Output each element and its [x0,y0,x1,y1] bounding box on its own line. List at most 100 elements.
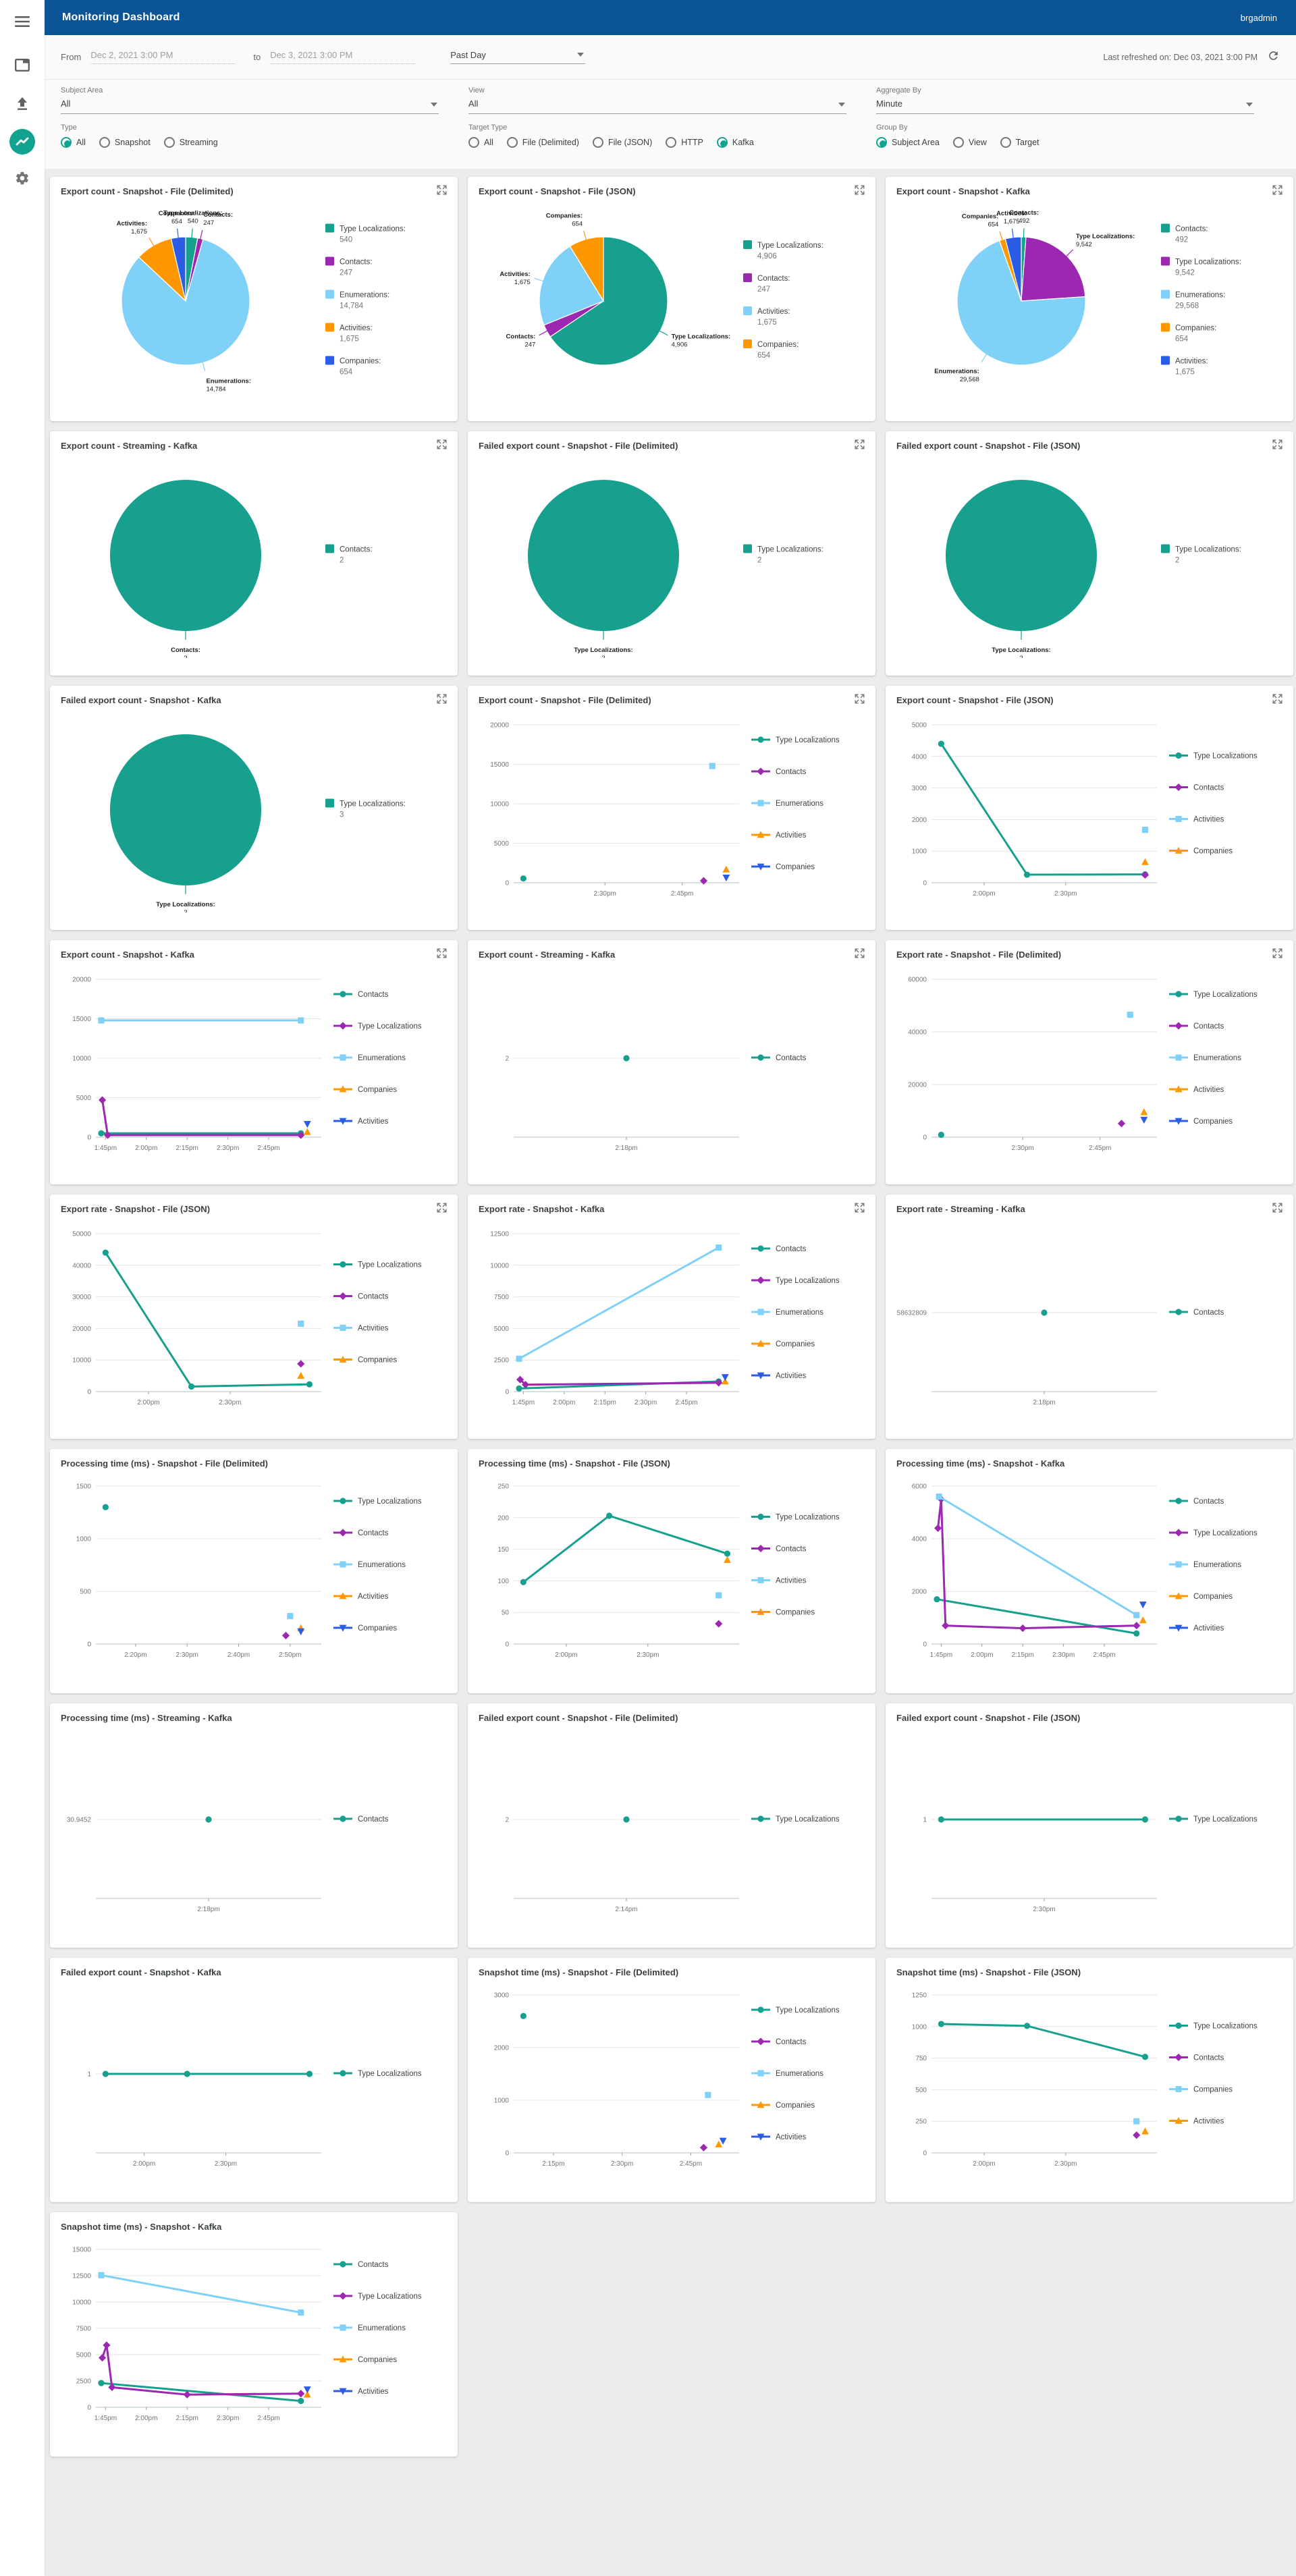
svg-text:2:15pm: 2:15pm [176,1145,198,1152]
radio-view[interactable]: View [952,137,987,148]
from-date-value[interactable]: Dec 2, 2021 3:00 PM [90,50,236,64]
svg-text:0: 0 [505,1641,509,1649]
radio-dot[interactable] [99,137,110,148]
svg-text:Companies: Companies [1193,1118,1233,1126]
radio-dot[interactable] [61,137,72,148]
svg-text:14,784: 14,784 [340,302,364,310]
svg-text:Enumerations: Enumerations [358,2324,406,2332]
radio-all[interactable]: All [468,137,493,148]
svg-text:Type Localizations:: Type Localizations: [340,225,406,234]
radio-dot[interactable] [468,137,479,148]
expand-icon[interactable] [437,1203,447,1216]
aggregate-by-select[interactable]: Aggregate By Minute [876,86,1254,114]
svg-text:Contacts: Contacts [1193,784,1224,792]
radio-snapshot[interactable]: Snapshot [99,137,151,148]
chart-card: Processing time (ms) - Snapshot - File (… [468,1449,875,1693]
svg-text:Companies: Companies [776,2102,815,2110]
chevron-down-icon [1246,103,1253,107]
expand-icon[interactable] [1272,948,1282,962]
expand-icon[interactable] [1272,439,1282,453]
radio-dot[interactable] [1000,137,1011,148]
svg-text:2:30pm: 2:30pm [1054,2160,1077,2168]
line-chart: 0 500 1000 1500 2:20pm 2:30pm 2:40pm 2:50pm Type… [76,1483,422,1660]
svg-text:2:18pm: 2:18pm [1033,1399,1055,1406]
svg-text:20000: 20000 [490,722,509,730]
svg-text:1000: 1000 [912,848,927,856]
expand-icon[interactable] [855,439,865,453]
legend-item: Contacts [1169,783,1224,792]
expand-icon[interactable] [1272,1203,1282,1216]
radio-streaming[interactable]: Streaming [163,137,218,148]
radio-all[interactable]: All [61,137,86,148]
radio-dot[interactable] [163,137,175,148]
radio-group-label: Type [61,124,77,132]
expand-icon[interactable] [1272,694,1282,707]
legend-item: Companies [751,863,815,871]
radio-dot[interactable] [716,137,728,148]
radio-dot[interactable] [592,137,603,148]
to-date-field[interactable]: Dec 3, 2021 3:00 PM [270,50,416,64]
view-value[interactable]: All [468,99,846,114]
legend-item: Type Localizations: 3 [325,798,406,819]
expand-icon[interactable] [855,1203,865,1216]
svg-text:250: 250 [497,1483,509,1491]
settings-icon[interactable] [0,165,45,192]
refresh-icon[interactable] [1267,49,1280,65]
card-title: Export count - Snapshot - Kafka [896,186,1030,196]
svg-text:0: 0 [923,1134,927,1142]
svg-text:0: 0 [87,1389,91,1396]
subject-area-select[interactable]: Subject Area All [61,86,439,114]
radio-http[interactable]: HTTP [666,137,703,148]
expand-icon[interactable] [855,948,865,962]
expand-icon[interactable] [437,694,447,707]
radio-file-json-[interactable]: File (JSON) [592,137,652,148]
radio-subject-area[interactable]: Subject Area [876,137,940,148]
expand-icon[interactable] [1272,185,1282,198]
view-select[interactable]: View All [468,86,846,114]
upload-icon[interactable] [0,90,45,117]
pie-slice[interactable] [110,734,261,885]
expand-icon[interactable] [437,439,447,453]
svg-text:2:30pm: 2:30pm [1054,890,1077,898]
svg-text:4000: 4000 [912,1536,927,1543]
legend-item: Activities: 1,675 [1161,356,1208,377]
expand-icon[interactable] [437,948,447,962]
radio-dot[interactable] [952,137,964,148]
radio-dot[interactable] [876,137,887,148]
svg-text:5000: 5000 [76,1095,92,1102]
svg-text:Activities:: Activities: [757,308,790,316]
subject-area-value[interactable]: All [61,99,439,114]
to-date-value[interactable]: Dec 3, 2021 3:00 PM [270,50,416,64]
user-menu[interactable]: brgadmin [1240,12,1277,23]
svg-text:50000: 50000 [72,1231,91,1238]
svg-text:Companies: Companies [776,863,815,871]
menu-icon[interactable] [0,8,45,35]
svg-text:Companies: Companies [1193,848,1233,856]
card-title: Processing time (ms) - Snapshot - Kafka [896,1458,1065,1469]
from-date-field[interactable]: Dec 2, 2021 3:00 PM [90,50,236,64]
radio-kafka[interactable]: Kafka [716,137,754,148]
legend-item: Contacts [751,767,807,776]
svg-text:2:30pm: 2:30pm [634,1399,657,1406]
chart-card: Export rate - Snapshot - File (Delimited… [886,940,1293,1184]
time-range-select[interactable]: Past Day [450,50,586,64]
radio-file-delimited-[interactable]: File (Delimited) [506,137,579,148]
svg-text:Type Localizations: Type Localizations [1193,2023,1258,2031]
radio-target[interactable]: Target [1000,137,1040,148]
svg-text:Type Localizations:: Type Localizations: [1175,258,1241,267]
expand-icon[interactable] [437,185,447,198]
radio-dot[interactable] [666,137,677,148]
pie-slice[interactable] [528,480,679,631]
aggregate-by-value[interactable]: Minute [876,99,1254,114]
monitoring-icon[interactable] [0,128,45,155]
time-range-value[interactable]: Past Day [450,50,586,64]
svg-text:2:15pm: 2:15pm [594,1399,616,1406]
page-icon[interactable] [0,51,45,78]
radio-dot[interactable] [506,137,518,148]
legend-item: Companies [1169,1592,1233,1601]
expand-icon[interactable] [855,694,865,707]
expand-icon[interactable] [855,185,865,198]
pie-slice[interactable] [946,480,1097,631]
svg-text:0: 0 [87,1641,91,1649]
pie-slice[interactable] [110,480,261,631]
